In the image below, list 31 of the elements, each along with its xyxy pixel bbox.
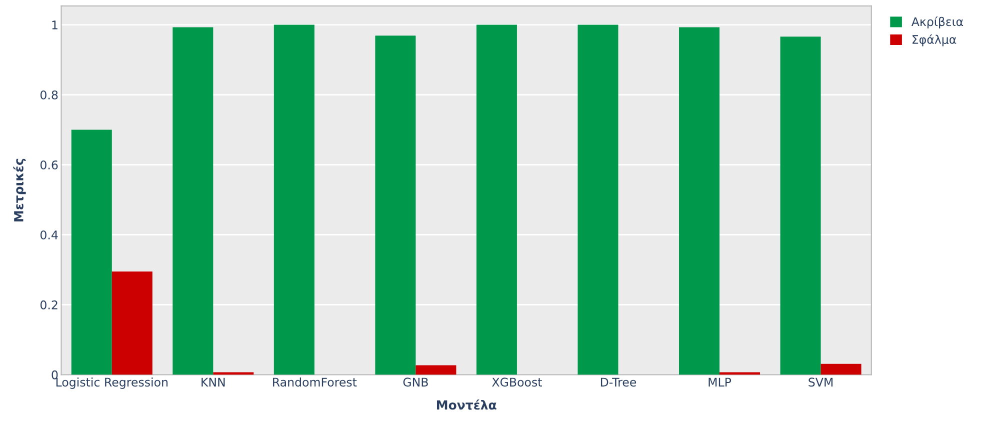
x-tick-label: Logistic Regression	[56, 377, 168, 389]
x-tick-label: SVM	[808, 378, 833, 387]
legend-label: Ακρίβεια	[911, 16, 964, 28]
y-tick-label: 0.2	[40, 300, 58, 310]
x-tick-label: XGBoost	[492, 378, 542, 387]
bar	[375, 36, 416, 375]
x-tick-label: GNB	[403, 378, 428, 387]
y-tick-label: 1	[52, 20, 58, 30]
bar	[720, 372, 760, 375]
bar	[820, 364, 862, 375]
bar	[578, 24, 618, 375]
legend-label: Σφάλμα	[912, 34, 956, 46]
y-tick-label: 0.8	[40, 90, 58, 100]
y-tick-label: 0.4	[40, 230, 58, 240]
y-tick-label: 0.6	[40, 160, 58, 170]
y-axis-title: Μετρικές	[13, 158, 26, 222]
bar	[274, 24, 314, 375]
bar	[780, 36, 821, 375]
bar	[679, 27, 720, 375]
bar	[476, 24, 517, 375]
x-tick-label: KNN	[202, 378, 225, 386]
x-tick-label: MLP	[708, 378, 732, 386]
x-tick-label: D-Tree	[600, 378, 636, 387]
y-tick-label: 0	[52, 370, 58, 380]
bar	[71, 130, 112, 375]
x-tick-label: RandomForest	[273, 377, 357, 387]
bar	[213, 372, 254, 375]
x-axis-title: Μοντέλα	[436, 400, 496, 410]
bar	[172, 27, 214, 375]
bar	[112, 271, 152, 375]
bar	[416, 365, 456, 375]
